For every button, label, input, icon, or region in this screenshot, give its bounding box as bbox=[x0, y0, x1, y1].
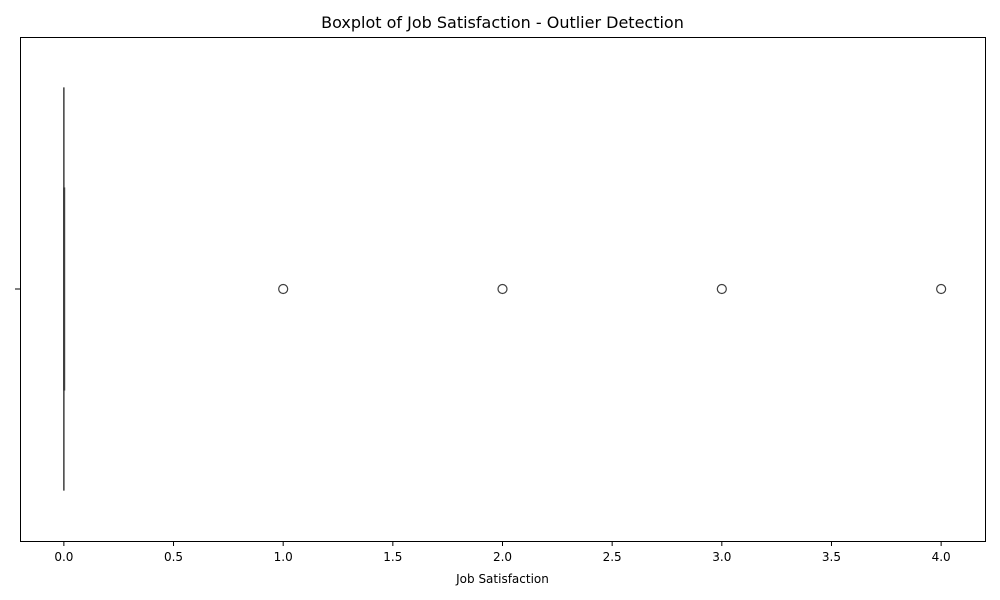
chart-title: Boxplot of Job Satisfaction - Outlier De… bbox=[321, 13, 684, 32]
outlier-point bbox=[278, 283, 289, 295]
x-tick-label: 4.0 bbox=[932, 550, 951, 564]
x-axis-label: Job Satisfaction bbox=[455, 572, 549, 586]
x-tick-label: 2.5 bbox=[603, 550, 622, 564]
x-tick-label: 0.5 bbox=[164, 550, 183, 564]
plot-area bbox=[20, 37, 986, 542]
outlier-point bbox=[497, 283, 508, 295]
x-tick-label: 0.0 bbox=[54, 550, 73, 564]
x-tick-label: 2.0 bbox=[493, 550, 512, 564]
x-tick-label: 1.5 bbox=[383, 550, 402, 564]
x-tick-label: 3.5 bbox=[822, 550, 841, 564]
x-tick-label: 3.0 bbox=[712, 550, 731, 564]
outlier-point bbox=[936, 283, 947, 295]
x-tick-label: 1.0 bbox=[274, 550, 293, 564]
box-group bbox=[63, 87, 66, 491]
x-axis-ticks: 0.0 0.5 1.0 1.5 2.0 2.5 3.0 3.5 4.0 bbox=[54, 541, 951, 564]
outlier-points bbox=[278, 283, 947, 295]
outlier-point bbox=[716, 283, 727, 295]
